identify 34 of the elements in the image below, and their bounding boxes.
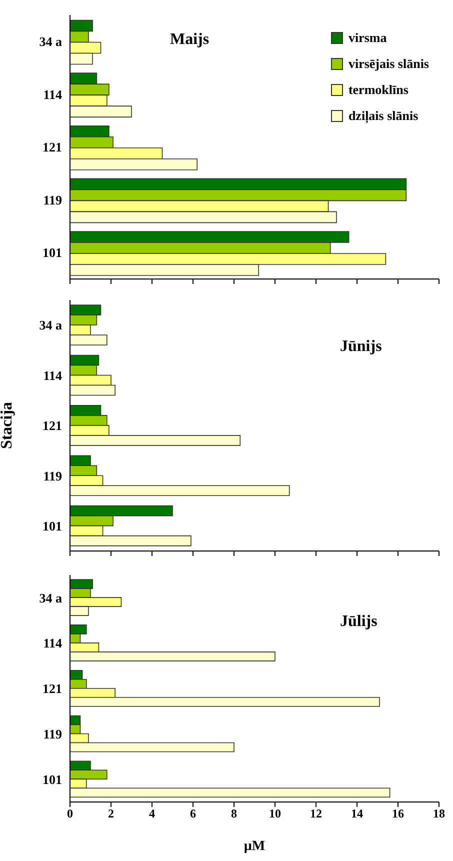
y-tick-label: 34 a	[39, 590, 62, 606]
y-tick-label: 114	[43, 368, 62, 383]
x-tick-label: 8	[231, 806, 237, 821]
y-tick-label: 34 a	[39, 318, 62, 333]
text: Jūlijs	[340, 613, 378, 631]
y-tick-label: 121	[42, 681, 62, 696]
legend-label: virsma	[348, 30, 387, 46]
x-tick-label: 2	[108, 806, 114, 821]
y-tick-label: 121	[42, 418, 62, 434]
y-tick-label: 119	[43, 468, 62, 484]
y-tick-label: 101	[42, 772, 62, 787]
y-tick-label: 34 a	[39, 34, 62, 50]
x-tick-label: 4	[149, 806, 155, 821]
x-tick-label: 14	[351, 806, 363, 821]
x-axis-title: µM	[244, 839, 266, 854]
y-tick-label: 119	[43, 726, 62, 742]
legend-label: virsējais slānis	[348, 56, 429, 72]
text: Jūnijs	[340, 338, 382, 356]
y-tick-label: 121	[42, 140, 62, 155]
x-tick-label: 12	[310, 806, 322, 821]
legend-label: termoklīns	[348, 82, 408, 98]
y-tick-label: 114	[43, 86, 62, 102]
x-tick-label: 18	[433, 806, 445, 821]
text: Maijs	[170, 31, 210, 49]
y-tick-label: 119	[43, 192, 62, 208]
legend-label: dziļais slānis	[348, 108, 418, 124]
x-tick-label: 16	[392, 806, 404, 821]
x-tick-label: 10	[269, 806, 281, 821]
y-tick-label: 114	[43, 636, 62, 651]
y-tick-label: 101	[42, 518, 62, 534]
x-tick-label: 6	[190, 806, 196, 821]
y-axis-title: Stacija	[0, 402, 16, 450]
y-tick-label: 101	[42, 245, 62, 260]
x-tick-label: 0	[67, 806, 73, 821]
